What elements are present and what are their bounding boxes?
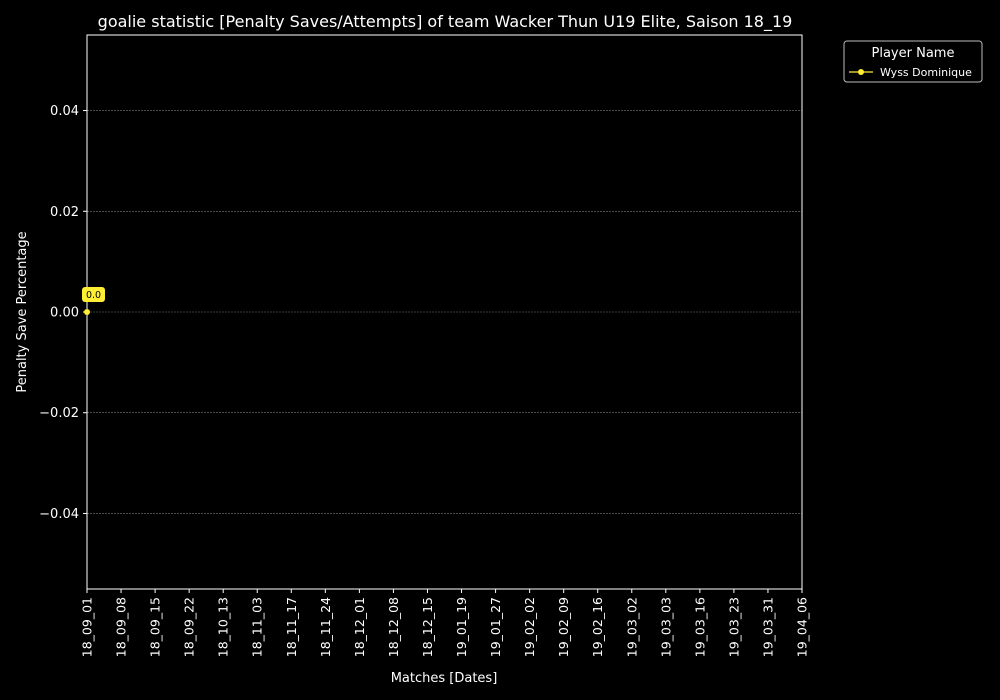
y-axis-label: Penalty Save Percentage: [15, 231, 30, 392]
x-tick-label: 18_09_08: [114, 597, 129, 657]
legend-point-marker: [858, 69, 864, 75]
x-tick-label: 18_09_01: [80, 597, 95, 657]
y-tick-label: 0.00: [50, 306, 79, 321]
x-tick-label: 19_02_02: [522, 597, 537, 657]
x-tick-label: 19_03_03: [658, 597, 673, 657]
x-tick-label: 19_02_09: [556, 597, 571, 657]
x-tick-label: 19_01_27: [488, 597, 503, 657]
x-tick-label: 18_12_01: [352, 597, 367, 657]
data-label: 0.0: [86, 290, 101, 301]
data-point: [84, 309, 90, 315]
chart-title: goalie statistic [Penalty Saves/Attempts…: [98, 12, 793, 32]
x-tick-label: 18_09_15: [148, 597, 163, 657]
x-tick-label: 19_03_31: [760, 597, 775, 657]
x-tick-label: 19_03_16: [692, 597, 707, 657]
x-tick-label: 18_11_24: [318, 597, 333, 657]
y-tick-label: −0.02: [39, 406, 79, 421]
x-tick-label: 18_11_17: [284, 597, 299, 657]
grid-lines: [87, 110, 802, 514]
y-tick-label: 0.02: [50, 205, 79, 220]
x-tick-label: 19_01_19: [454, 597, 469, 657]
legend: Player Name Wyss Dominique: [843, 40, 983, 83]
x-tick-label: 19_03_02: [624, 597, 639, 657]
x-tick-label: 18_11_03: [250, 597, 265, 657]
x-tick-label: 19_03_23: [726, 597, 741, 657]
data-label-box: [82, 287, 105, 302]
x-tick-label: 18_09_22: [182, 597, 197, 657]
y-axis: 0.04 0.02 0.00 −0.02 −0.04: [39, 104, 87, 522]
x-tick-label: 19_02_16: [590, 597, 605, 657]
x-tick-label: 19_04_06: [795, 597, 810, 657]
series-layer: 0.0: [82, 287, 105, 315]
legend-box: [843, 40, 983, 83]
legend-entry-label: Wyss Dominique: [880, 66, 972, 79]
y-tick-label: −0.04: [39, 507, 79, 522]
x-axis: 18_09_01 18_09_08 18_09_15 18_09_22 18_10_13…: [80, 589, 810, 657]
legend-title: Player Name: [872, 46, 955, 61]
x-tick-label: 18_12_08: [386, 597, 401, 657]
y-tick-label: 0.04: [50, 104, 79, 119]
x-tick-label: 18_12_15: [420, 597, 435, 657]
x-tick-label: 18_10_13: [216, 597, 231, 657]
x-axis-label: Matches [Dates]: [391, 671, 498, 686]
